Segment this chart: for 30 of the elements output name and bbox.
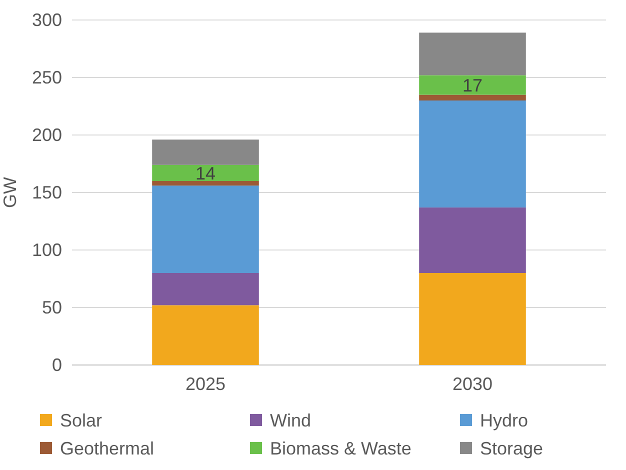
bar — [419, 32, 526, 76]
bar — [152, 140, 259, 165]
bar — [419, 75, 526, 95]
legend-label: Wind — [270, 410, 312, 430]
y-axis-title: GW — [0, 177, 20, 208]
x-tick-label: 2030 — [452, 374, 493, 394]
bar — [152, 305, 259, 365]
bar — [152, 186, 259, 273]
data-label: 17 — [462, 75, 483, 96]
bar — [152, 164, 259, 181]
y-tick-label: 250 — [32, 67, 62, 88]
data-label: 14 — [195, 163, 216, 184]
bar — [419, 94, 526, 100]
bar — [419, 100, 526, 208]
legend-label: Solar — [60, 410, 102, 430]
bar — [419, 273, 526, 365]
y-tick-label: 50 — [42, 297, 62, 318]
x-tick-label: 2025 — [185, 374, 226, 394]
y-tick-label: 200 — [32, 124, 62, 145]
y-tick-label: 150 — [32, 182, 62, 202]
legend-label: Biomass & Waste — [270, 438, 412, 458]
legend-label: Storage — [480, 438, 544, 458]
bar — [152, 273, 259, 306]
bar — [152, 181, 259, 186]
y-tick-label: 100 — [32, 240, 62, 260]
bar — [419, 207, 526, 273]
y-tick-label: 0 — [52, 354, 62, 375]
legend-label: Hydro — [480, 410, 528, 430]
y-tick-label: 300 — [32, 10, 62, 30]
legend-label: Geothermal — [60, 438, 154, 458]
